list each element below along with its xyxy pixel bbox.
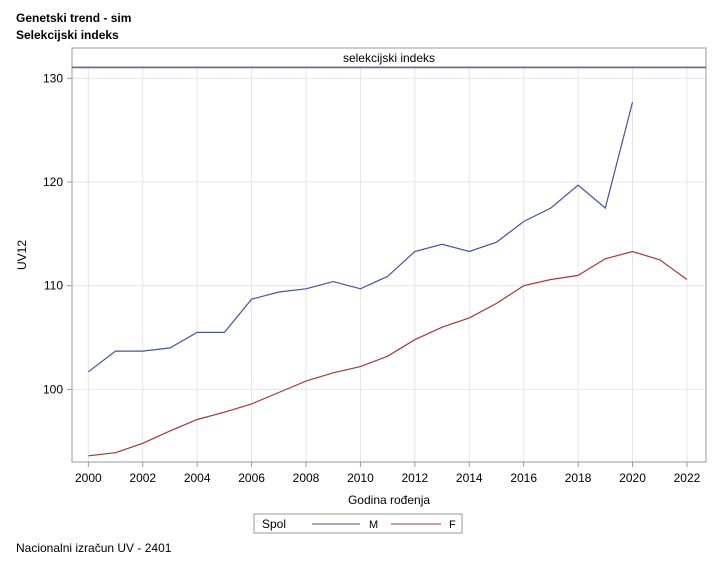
y-tick-label: 130 <box>43 71 63 85</box>
chart-subtitle: Selekcijski indeks <box>16 28 119 42</box>
y-tick-label: 110 <box>44 279 63 293</box>
legend-title: Spol <box>262 517 286 531</box>
x-tick-label: 2022 <box>674 471 701 485</box>
y-tick-label: 120 <box>43 175 63 189</box>
x-tick-label: 2004 <box>184 471 211 485</box>
x-tick-label: 2002 <box>129 471 156 485</box>
x-tick-label: 2018 <box>565 471 592 485</box>
x-tick-label: 2000 <box>75 471 102 485</box>
axis-ticks: 2000 2002 2004 2006 2008 2010 2012 2014 2016 2018… <box>43 71 701 485</box>
x-tick-label: 2014 <box>456 471 483 485</box>
series-line-m <box>87 102 634 373</box>
panel-label: selekcijski indeks <box>343 51 435 65</box>
legend-entry-f: F <box>449 519 456 531</box>
chart-title: Genetski trend - sim <box>16 11 132 25</box>
x-tick-label: 2006 <box>238 471 265 485</box>
x-tick-label: 2020 <box>619 471 646 485</box>
x-tick-label: 2008 <box>293 471 320 485</box>
legend-entry-m: M <box>369 519 378 531</box>
x-tick-label: 2012 <box>401 471 428 485</box>
grid-lines <box>72 68 706 462</box>
y-axis-label: UV12 <box>15 240 29 270</box>
x-tick-label: 2010 <box>347 471 374 485</box>
footnote: Nacionalni izračun UV - 2401 <box>16 541 172 555</box>
series-lines <box>87 102 688 457</box>
plot-frame <box>71 47 707 463</box>
x-tick-label: 2016 <box>510 471 537 485</box>
series-line-f <box>88 250 688 457</box>
legend: Spol M F <box>253 513 463 534</box>
x-axis-label: Godina rođenja <box>348 493 430 507</box>
y-tick-label: 100 <box>43 382 63 396</box>
